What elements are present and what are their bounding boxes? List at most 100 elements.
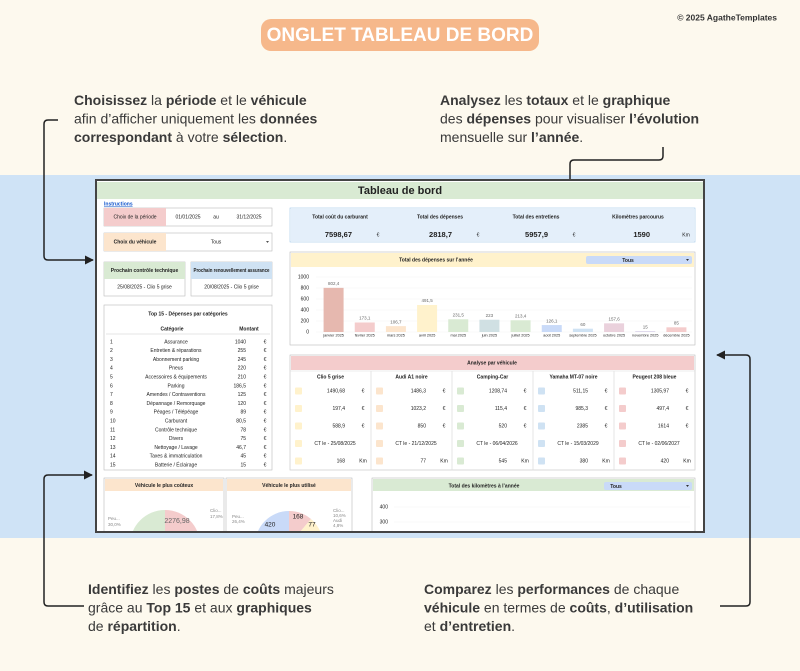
amount: 46,7 — [236, 445, 246, 451]
panel-header — [105, 479, 223, 491]
data-label: 802,4 — [328, 281, 340, 286]
unit: € — [264, 339, 267, 345]
cell-unit: € — [443, 423, 446, 429]
callout-text: l’année — [531, 129, 579, 145]
rank: 13 — [110, 445, 116, 451]
label-cell — [104, 262, 185, 279]
category: Entretien & réparations — [150, 348, 202, 354]
vehicle-name: Audi A1 noire — [395, 374, 428, 380]
x-tick-label: août 2025 — [543, 334, 560, 338]
y-tick-label: 300 — [380, 519, 389, 525]
rank: 9 — [110, 410, 113, 416]
unit: € — [264, 463, 267, 469]
rank: 15 — [110, 463, 116, 469]
cell-value: CT le - 21/12/2025 — [395, 441, 437, 447]
cell-value: 380 — [580, 458, 589, 464]
label-cell — [104, 233, 166, 251]
callout-text: grâce au — [88, 599, 146, 615]
rank: 14 — [110, 454, 116, 460]
rank: 10 — [110, 419, 116, 425]
data-label: 213,4 — [515, 313, 527, 318]
panel — [289, 354, 696, 471]
dropdown-caret — [686, 259, 689, 261]
total-label: Kilomètres parcourus — [612, 214, 664, 220]
callout-text: pour visualiser — [531, 110, 629, 126]
callout-text: véhicule — [251, 92, 307, 108]
rank: 4 — [110, 366, 113, 372]
total-value: 5957,9 — [525, 230, 548, 239]
bar — [354, 322, 375, 332]
chart-title: Total des dépenses sur l’année — [399, 257, 473, 263]
icon — [295, 457, 302, 465]
info-label: Prochain renouvellement assurance — [194, 268, 270, 274]
instructions-link: Instructions — [104, 201, 133, 207]
callout-text: véhicule — [424, 599, 480, 615]
cell-unit: Km — [359, 458, 367, 464]
callout-text: . — [283, 129, 287, 145]
cell-unit: € — [686, 388, 689, 394]
callout-text: performances — [517, 581, 610, 597]
category: Assurance — [164, 339, 188, 345]
pie-label: 168 — [293, 514, 304, 521]
bar — [448, 319, 469, 332]
callout-line: correspondant à votre sélection. — [74, 129, 287, 145]
period-to: 31/12/2025 — [236, 214, 261, 220]
info-value: 25/08/2025 - Clio 5 grise — [117, 284, 172, 290]
callout-text: coûts — [243, 581, 281, 597]
page-title: ONGLET TABLEAU DE BORD — [267, 25, 534, 46]
rank: 8 — [110, 401, 113, 407]
icon — [376, 440, 383, 447]
icon — [619, 405, 626, 412]
pie-label: 420 — [265, 522, 276, 529]
callout-text: mensuelle sur — [440, 129, 531, 145]
data-label: 126,1 — [546, 318, 558, 323]
column — [613, 370, 696, 471]
cell-value: CT le - 06/04/2026 — [476, 441, 518, 447]
x-tick-label: octobre 2025 — [603, 334, 625, 338]
cell-value: 497,4 — [656, 406, 669, 412]
unit: € — [264, 366, 267, 372]
total-value: 2818,7 — [429, 230, 452, 239]
bar — [323, 287, 344, 332]
unit: € — [264, 445, 267, 451]
pie-label: Clio... — [210, 508, 222, 513]
category: Nettoyage / Lavage — [154, 445, 198, 451]
col-header: Catégorie — [160, 326, 183, 332]
icon — [457, 422, 464, 430]
dropdown-caret — [686, 485, 689, 487]
amount: 45 — [240, 454, 246, 460]
callout-line: Choisissez la période et le véhicule — [74, 92, 307, 108]
y-tick-label: 600 — [301, 296, 310, 302]
x-tick-label: février 2025 — [355, 334, 375, 338]
unit: € — [264, 383, 267, 389]
callout-line: de répartition. — [88, 618, 181, 634]
x-tick-label: juin 2025 — [481, 334, 497, 338]
icon — [457, 457, 464, 465]
cell-value: 1023,2 — [411, 406, 427, 412]
bar — [604, 323, 625, 332]
vehicle-name: Yamaha MT-07 noire — [549, 374, 597, 380]
pie-label: 2276,98 — [164, 518, 189, 525]
cell-value: 2385 — [577, 423, 588, 429]
bar — [479, 319, 500, 332]
pie-slice — [289, 510, 311, 531]
icon — [619, 457, 626, 465]
icon — [457, 387, 464, 395]
total-label: Total des entretiens — [513, 214, 560, 220]
icon — [538, 457, 545, 465]
pie-label: Audi — [333, 518, 342, 523]
callout-text: correspondant — [74, 129, 172, 145]
pie-label: Peu... — [108, 516, 120, 521]
cell-unit: Km — [683, 458, 691, 464]
unit: € — [264, 401, 267, 407]
x-tick-label: septembre 2025 — [569, 334, 596, 338]
cell-unit: € — [605, 388, 608, 394]
callout-text: et aux — [190, 599, 236, 615]
cell-value: CT le - 25/08/2025 — [314, 441, 356, 447]
total-value: 1590 — [633, 230, 650, 239]
callout-line: grâce au Top 15 et aux graphiques — [88, 599, 312, 615]
arrow — [43, 119, 94, 265]
callout-line: et d’entretien. — [424, 618, 515, 634]
data-label: 231,5 — [453, 312, 465, 317]
cell-value: 850 — [418, 423, 427, 429]
